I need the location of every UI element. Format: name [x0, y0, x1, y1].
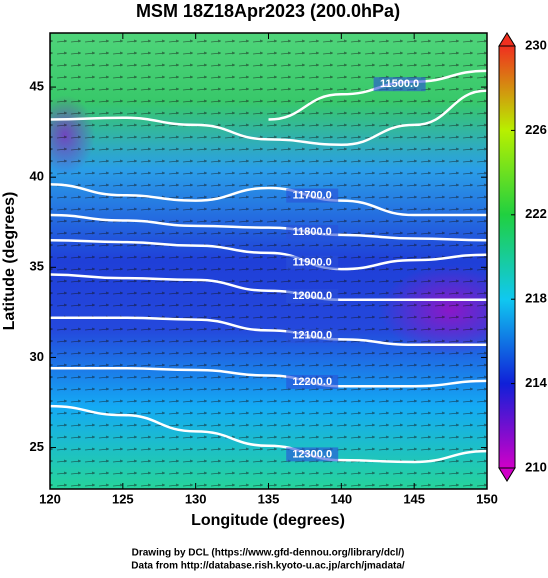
contour-label-bg: [373, 77, 426, 92]
chart-title: MSM 18Z18Apr2023 (200.0hPa): [136, 1, 400, 21]
colorbar: [498, 45, 516, 469]
contour-line: [50, 404, 487, 464]
colorbar-tick-label: 218: [525, 291, 547, 306]
contour-line: [50, 239, 487, 271]
contour-label: 11900.0: [293, 257, 332, 269]
contour-label-bg: [286, 328, 339, 343]
x-axis-title: Longitude (degrees): [191, 512, 345, 529]
contour-label-bg: [286, 447, 339, 462]
y-tick-label: 30: [30, 349, 44, 364]
contours: 11500.0 11700.0 11800.0 11900.0 12000.0 12100…: [50, 69, 487, 464]
colorbar-max-arrow: [498, 32, 516, 47]
contour-label: 11800.0: [293, 226, 332, 238]
contour-label-bg: [286, 374, 339, 389]
contour-label-bg: [286, 188, 339, 203]
x-tick-label: 150: [476, 491, 498, 506]
contour-label: 12200.0: [292, 376, 332, 388]
x-tick-label: 140: [330, 491, 352, 506]
colorbar-tick-label: 226: [525, 122, 547, 137]
footer-line: Drawing by DCL (https://www.gfd-dennou.o…: [132, 548, 405, 559]
contour-label: 12300.0: [292, 448, 332, 460]
contour-label: 11700.0: [293, 189, 332, 201]
x-tick-label: 145: [403, 491, 425, 506]
contour-label: 11500.0: [380, 78, 419, 90]
contour-line: [50, 273, 487, 302]
contour-label-bg: [286, 224, 339, 239]
colorbar-tick-label: 210: [525, 459, 547, 474]
contour-label-bg: [286, 289, 339, 304]
colorbar-tick-label: 222: [525, 206, 547, 221]
x-tick-label: 125: [112, 491, 134, 506]
contour-label: 12100.0: [292, 330, 332, 342]
y-tick-label: 40: [30, 169, 44, 184]
y-tick-label: 35: [30, 259, 44, 274]
contour-line: [50, 89, 487, 146]
contour-line: [50, 366, 487, 388]
field: 11500.0 11700.0 11800.0 11900.0 12000.0 12100…: [50, 33, 487, 489]
x-tick-label: 120: [39, 491, 61, 506]
contour-line: [50, 213, 487, 242]
colorbar-min-arrow: [498, 467, 516, 482]
contour-label: 12000.0: [292, 290, 332, 302]
contour-line: [50, 316, 487, 347]
y-axis-title: Latitude (degrees): [1, 192, 18, 331]
y-tick-label: 45: [30, 79, 44, 94]
colorbar-tick-label: 214: [525, 375, 547, 390]
x-tick-label: 130: [185, 491, 207, 506]
contour-line: [50, 183, 487, 217]
contour-label-bg: [286, 255, 339, 270]
x-tick-label: 135: [258, 491, 280, 506]
y-tick-label: 25: [30, 439, 44, 454]
colorbar-tick-label: 230: [525, 37, 547, 52]
footer-line: Data from http://database.rish.kyoto-u.a…: [131, 561, 405, 572]
